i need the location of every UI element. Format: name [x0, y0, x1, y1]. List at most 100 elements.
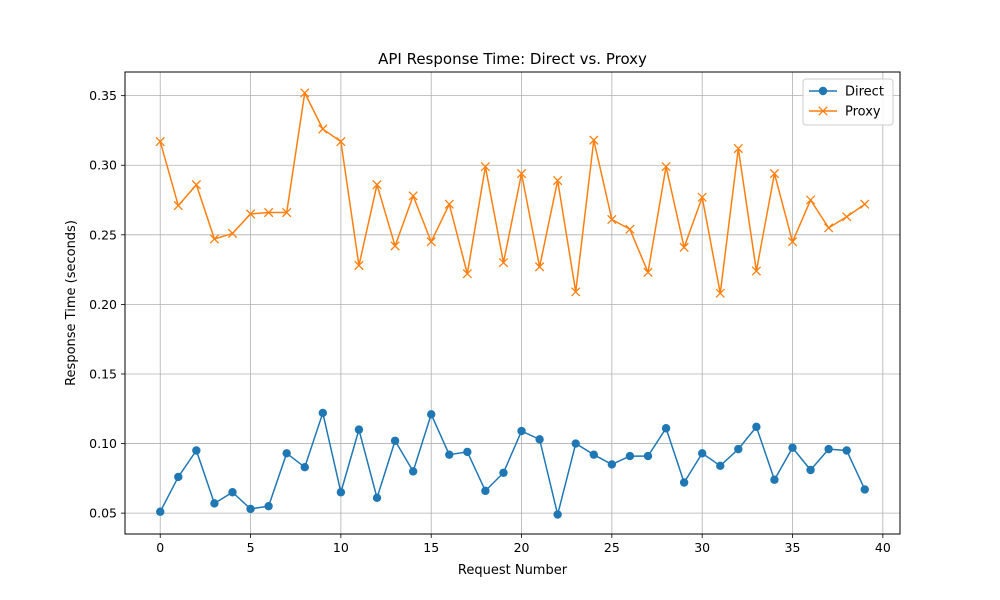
data-point — [300, 463, 309, 472]
series-line — [159, 412, 866, 516]
data-point — [390, 241, 400, 251]
data-point — [860, 199, 870, 209]
data-point — [715, 288, 725, 298]
data-point — [697, 449, 707, 458]
x-tick-label: 0 — [156, 540, 164, 555]
chart-title: API Response Time: Direct vs. Proxy — [378, 50, 647, 68]
data-point — [263, 207, 274, 218]
legend-marker — [818, 106, 828, 116]
y-axis-ticks: 0.05 0.10 0.15 0.20 0.25 0.30 0.35 — [89, 88, 125, 521]
data-point — [480, 161, 491, 172]
data-point — [209, 234, 220, 244]
x-axis-label: Request Number — [458, 563, 568, 578]
y-tick-label: 0.20 — [89, 297, 117, 312]
data-point — [534, 262, 545, 272]
y-tick-label: 0.25 — [89, 227, 117, 242]
x-tick-label: 25 — [604, 540, 620, 555]
legend: Direct Proxy — [802, 78, 894, 126]
data-point — [264, 501, 273, 511]
legend-label: Proxy — [845, 105, 881, 120]
data-point — [643, 267, 653, 278]
data-point — [805, 195, 816, 205]
legend-item-proxy: Proxy — [809, 105, 881, 120]
data-point — [192, 446, 201, 455]
data-point — [372, 493, 382, 503]
data-point — [625, 451, 635, 461]
x-tick-label: 10 — [333, 540, 349, 555]
data-point — [734, 444, 743, 454]
data-point — [282, 449, 291, 458]
x-tick-label: 30 — [694, 540, 710, 555]
data-point — [210, 499, 219, 508]
data-point — [318, 124, 328, 134]
legend-marker — [818, 86, 828, 96]
data-point — [752, 422, 761, 432]
data-point — [173, 200, 183, 211]
series-line — [159, 92, 866, 295]
data-point — [498, 257, 509, 268]
legend-label: Direct — [845, 85, 884, 100]
legend-item-direct: Direct — [809, 85, 884, 100]
data-point — [444, 199, 454, 209]
data-point — [191, 180, 202, 190]
x-tick-label: 20 — [514, 540, 530, 555]
data-point — [607, 214, 617, 225]
data-point — [607, 460, 617, 469]
data-point — [823, 223, 834, 233]
data-point — [426, 237, 436, 247]
data-point — [589, 450, 598, 459]
data-point — [246, 504, 255, 514]
data-point — [336, 488, 346, 497]
x-tick-label: 35 — [785, 540, 801, 555]
data-point — [842, 446, 851, 455]
data-point — [679, 242, 689, 252]
data-point — [842, 212, 852, 222]
data-point — [300, 88, 310, 98]
data-point — [445, 450, 454, 459]
series-layer — [155, 88, 870, 519]
data-point — [155, 136, 165, 147]
y-tick-label: 0.05 — [89, 506, 117, 521]
data-point — [227, 228, 238, 239]
y-tick-label: 0.15 — [89, 366, 117, 381]
data-point — [697, 192, 707, 202]
data-point — [751, 266, 762, 276]
data-point — [390, 436, 400, 445]
y-tick-label: 0.30 — [89, 158, 117, 173]
data-point — [499, 468, 508, 477]
data-point — [553, 175, 563, 186]
data-point — [571, 439, 580, 448]
x-tick-label: 5 — [247, 540, 255, 555]
x-axis-ticks: 0 5 10 15 20 25 30 35 40 — [156, 534, 891, 555]
data-point — [462, 269, 472, 279]
data-point — [553, 510, 562, 519]
data-point — [733, 143, 743, 154]
data-point — [354, 425, 364, 434]
data-point — [408, 467, 418, 476]
data-point — [318, 408, 328, 418]
x-tick-label: 15 — [423, 540, 439, 555]
data-point — [860, 485, 869, 494]
y-tick-label: 0.35 — [89, 88, 117, 103]
data-point — [571, 287, 581, 297]
data-point — [643, 451, 653, 461]
data-point — [516, 168, 527, 179]
data-point — [788, 443, 797, 452]
data-point — [481, 486, 490, 496]
x-tick-label: 40 — [875, 540, 891, 555]
data-point — [535, 435, 544, 444]
data-point — [228, 488, 237, 497]
series-direct — [156, 408, 869, 519]
data-point — [408, 191, 418, 201]
data-point — [661, 424, 671, 433]
data-point — [770, 475, 779, 484]
data-point — [787, 237, 798, 247]
data-point — [806, 465, 815, 475]
data-point — [824, 444, 833, 454]
data-point — [174, 472, 183, 482]
data-point — [769, 168, 780, 179]
y-tick-label: 0.10 — [89, 436, 117, 451]
data-point — [661, 161, 671, 172]
y-axis-label: Response Time (seconds) — [64, 220, 79, 386]
